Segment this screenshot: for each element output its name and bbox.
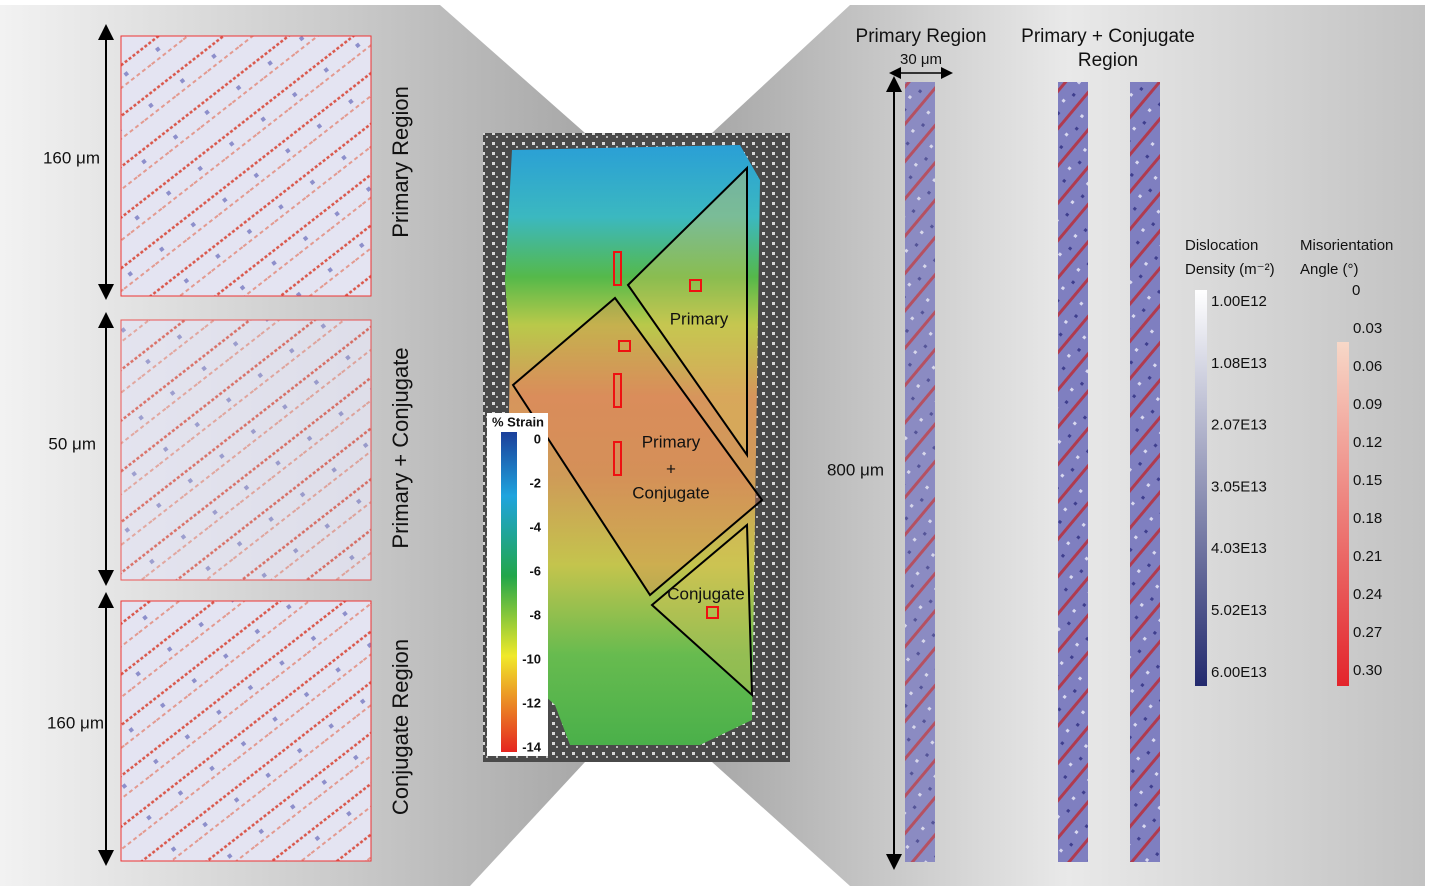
tick-label: -6 bbox=[529, 563, 541, 578]
tick-label: 0 bbox=[1352, 282, 1360, 299]
map-image bbox=[121, 601, 371, 861]
map-image bbox=[121, 36, 371, 296]
region-label: Primary bbox=[642, 432, 701, 451]
strain-colorbar bbox=[501, 432, 517, 752]
figure: 160 μm 50 μm 160 μm Primary Region Prima… bbox=[0, 0, 1436, 886]
tick-label: 0.24 bbox=[1353, 586, 1382, 603]
width-scale: 30 μm bbox=[900, 51, 942, 68]
tick-label: 0.21 bbox=[1353, 548, 1382, 565]
legend-title: Angle (°) bbox=[1300, 261, 1359, 278]
region-label: Conjugate bbox=[632, 483, 710, 502]
panel-label: Conjugate Region bbox=[388, 639, 413, 815]
region-label: Conjugate bbox=[667, 584, 745, 603]
column-title: Primary Region bbox=[856, 26, 987, 47]
tick-label: 0.06 bbox=[1353, 358, 1382, 375]
tick-label: -10 bbox=[522, 651, 541, 666]
panel-label: Primary + Conjugate bbox=[388, 347, 413, 548]
tick-label: 0.30 bbox=[1353, 662, 1382, 679]
region-label: + bbox=[666, 459, 676, 478]
strip-image bbox=[1058, 82, 1088, 862]
tick-label: 0.12 bbox=[1353, 434, 1382, 451]
tick-label: 0.03 bbox=[1353, 320, 1382, 337]
tick-label: 0.15 bbox=[1353, 472, 1382, 489]
specimen: Primary Primary + Conjugate Conjugate % … bbox=[483, 133, 790, 762]
column-title: Region bbox=[1078, 50, 1138, 71]
tick-label: -2 bbox=[529, 475, 541, 490]
page: {"left_panels": [ {"scale": "160 μm", "l… bbox=[0, 0, 1436, 886]
tick-label: 0 bbox=[534, 431, 541, 446]
map-image bbox=[121, 320, 371, 580]
strip-image bbox=[1130, 82, 1160, 862]
tick-label: 3.05E13 bbox=[1211, 478, 1267, 495]
strip-image bbox=[905, 82, 935, 862]
region-label: Primary bbox=[670, 309, 729, 328]
tick-label: -4 bbox=[529, 519, 541, 534]
legend-title: Density (m⁻²) bbox=[1185, 261, 1275, 278]
length-scale: 800 μm bbox=[827, 460, 884, 479]
tick-label: 5.02E13 bbox=[1211, 602, 1267, 619]
column-title: Primary + Conjugate bbox=[1021, 26, 1195, 47]
tick-label: -14 bbox=[522, 739, 542, 754]
dislocation-colorbar bbox=[1195, 290, 1207, 686]
misorientation-colorbar bbox=[1337, 342, 1349, 686]
tick-label: 4.03E13 bbox=[1211, 540, 1267, 557]
legend-title: % Strain bbox=[492, 414, 544, 429]
panel-label: Primary Region bbox=[388, 86, 413, 238]
tick-label: -12 bbox=[522, 695, 541, 710]
tick-label: 1.00E12 bbox=[1211, 293, 1267, 310]
scale-label: 160 μm bbox=[47, 713, 104, 732]
scale-label: 50 μm bbox=[48, 434, 96, 453]
tick-label: 0.18 bbox=[1353, 510, 1382, 527]
legend-title: Misorientation bbox=[1300, 237, 1393, 254]
tick-label: -8 bbox=[529, 607, 541, 622]
tick-label: 0.27 bbox=[1353, 624, 1382, 641]
scale-label: 160 μm bbox=[43, 148, 100, 167]
tick-label: 6.00E13 bbox=[1211, 664, 1267, 681]
tick-label: 2.07E13 bbox=[1211, 417, 1267, 434]
tick-label: 0.09 bbox=[1353, 396, 1382, 413]
legend-title: Dislocation bbox=[1185, 237, 1258, 254]
tick-label: 1.08E13 bbox=[1211, 355, 1267, 372]
